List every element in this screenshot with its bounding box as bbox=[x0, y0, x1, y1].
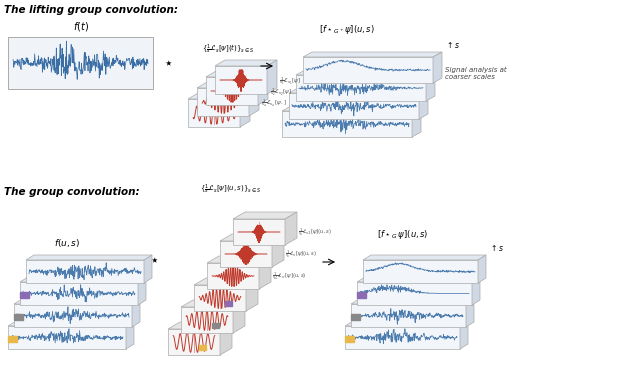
Polygon shape bbox=[240, 93, 250, 127]
Polygon shape bbox=[296, 70, 435, 75]
Text: $\frac{1}{s_{a1}}\mathcal{L}_{s^{\prime}}[\psi](u,s)$: $\frac{1}{s_{a1}}\mathcal{L}_{s^{\prime}… bbox=[272, 270, 307, 282]
Polygon shape bbox=[220, 241, 272, 267]
Polygon shape bbox=[138, 277, 146, 305]
Polygon shape bbox=[303, 57, 433, 83]
Text: $\{\frac{1}{s}\mathcal{L}_s[\psi](u,s)\}_{s\in S}$: $\{\frac{1}{s}\mathcal{L}_s[\psi](u,s)\}… bbox=[200, 182, 262, 196]
Polygon shape bbox=[233, 219, 285, 245]
Polygon shape bbox=[197, 82, 259, 88]
Polygon shape bbox=[233, 300, 245, 333]
Polygon shape bbox=[478, 255, 486, 283]
Text: $[f\star_G\,\psi](u,s)$: $[f\star_G\,\psi](u,s)$ bbox=[377, 228, 428, 241]
Polygon shape bbox=[233, 212, 297, 219]
Polygon shape bbox=[466, 299, 474, 327]
Polygon shape bbox=[351, 304, 466, 327]
Polygon shape bbox=[258, 71, 268, 105]
Polygon shape bbox=[194, 285, 246, 311]
Polygon shape bbox=[289, 93, 419, 119]
Text: $\star$: $\star$ bbox=[149, 251, 159, 266]
Polygon shape bbox=[144, 255, 152, 283]
Polygon shape bbox=[8, 326, 126, 349]
Polygon shape bbox=[267, 60, 277, 94]
Polygon shape bbox=[206, 77, 258, 105]
Bar bbox=[8, 37, 153, 89]
Polygon shape bbox=[433, 52, 442, 83]
Polygon shape bbox=[285, 212, 297, 245]
Polygon shape bbox=[259, 256, 271, 289]
Polygon shape bbox=[181, 307, 233, 333]
Polygon shape bbox=[357, 277, 480, 282]
Text: $\frac{1}{s_a}\mathcal{L}_{s}[\psi](u,s)$: $\frac{1}{s_a}\mathcal{L}_{s}[\psi](u,s)… bbox=[285, 248, 317, 260]
Polygon shape bbox=[345, 326, 460, 349]
Text: $\star$: $\star$ bbox=[163, 55, 173, 69]
Text: $\frac{1}{s_a}\mathcal{L}_{s1}[\psi](u,s)$: $\frac{1}{s_a}\mathcal{L}_{s1}[\psi](u,s… bbox=[298, 226, 332, 238]
Polygon shape bbox=[460, 321, 468, 349]
Polygon shape bbox=[426, 70, 435, 101]
Text: The group convolution:: The group convolution: bbox=[4, 187, 140, 197]
Polygon shape bbox=[363, 260, 478, 283]
Polygon shape bbox=[472, 277, 480, 305]
Bar bbox=[20, 292, 29, 298]
Polygon shape bbox=[351, 299, 474, 304]
Text: $\{\frac{1}{s}\mathcal{L}_s[\psi](t)\}_{s\in S}$: $\{\frac{1}{s}\mathcal{L}_s[\psi](t)\}_{… bbox=[202, 43, 254, 56]
Bar bbox=[14, 314, 23, 320]
Polygon shape bbox=[20, 277, 146, 282]
Bar bbox=[8, 336, 17, 342]
Polygon shape bbox=[206, 71, 268, 77]
Text: The lifting group convolution:: The lifting group convolution: bbox=[4, 5, 178, 15]
Polygon shape bbox=[272, 234, 284, 267]
Polygon shape bbox=[20, 282, 138, 305]
Polygon shape bbox=[220, 234, 284, 241]
Polygon shape bbox=[412, 106, 421, 137]
Polygon shape bbox=[215, 66, 267, 94]
Polygon shape bbox=[168, 322, 232, 329]
Bar bbox=[212, 323, 219, 328]
Polygon shape bbox=[188, 93, 250, 99]
Polygon shape bbox=[181, 300, 245, 307]
Text: $\uparrow s$: $\uparrow s$ bbox=[489, 243, 504, 253]
Text: $\frac{1}{s_\infty}\mathcal{L}_{s_\infty}[\psi.]$: $\frac{1}{s_\infty}\mathcal{L}_{s_\infty… bbox=[261, 97, 287, 109]
Polygon shape bbox=[126, 321, 134, 349]
Text: $\frac{1}{s_2}\mathcal{L}_{s_2}[\psi]$: $\frac{1}{s_2}\mathcal{L}_{s_2}[\psi]$ bbox=[270, 86, 292, 98]
Polygon shape bbox=[215, 60, 277, 66]
Polygon shape bbox=[282, 106, 421, 111]
Polygon shape bbox=[197, 88, 249, 116]
Text: $\uparrow s$: $\uparrow s$ bbox=[445, 40, 460, 50]
Bar bbox=[199, 345, 206, 350]
Polygon shape bbox=[419, 88, 428, 119]
Text: $\frac{1}{s_1}\mathcal{L}_{s_1}[\psi]$: $\frac{1}{s_1}\mathcal{L}_{s_1}[\psi]$ bbox=[279, 75, 301, 87]
Bar bbox=[351, 314, 360, 320]
Polygon shape bbox=[282, 111, 412, 137]
Polygon shape bbox=[207, 263, 259, 289]
Polygon shape bbox=[194, 278, 258, 285]
Polygon shape bbox=[14, 304, 132, 327]
Polygon shape bbox=[168, 329, 220, 355]
Polygon shape bbox=[296, 75, 426, 101]
Text: $f(u, s)$: $f(u, s)$ bbox=[54, 237, 80, 249]
Polygon shape bbox=[357, 282, 472, 305]
Polygon shape bbox=[249, 82, 259, 116]
Polygon shape bbox=[345, 321, 468, 326]
Polygon shape bbox=[207, 256, 271, 263]
Polygon shape bbox=[303, 52, 442, 57]
Bar bbox=[225, 301, 232, 306]
Text: Signal analysis at
coarser scales: Signal analysis at coarser scales bbox=[445, 67, 507, 80]
Polygon shape bbox=[363, 255, 486, 260]
Text: $f(t)$: $f(t)$ bbox=[72, 20, 88, 33]
Polygon shape bbox=[26, 260, 144, 283]
Bar bbox=[357, 292, 366, 298]
Polygon shape bbox=[220, 322, 232, 355]
Polygon shape bbox=[289, 88, 428, 93]
Polygon shape bbox=[132, 299, 140, 327]
Polygon shape bbox=[26, 255, 152, 260]
Polygon shape bbox=[246, 278, 258, 311]
Polygon shape bbox=[188, 99, 240, 127]
Bar bbox=[345, 336, 354, 342]
Text: $[f\star_{G^+}\psi](u,s)$: $[f\star_{G^+}\psi](u,s)$ bbox=[319, 23, 375, 36]
Polygon shape bbox=[14, 299, 140, 304]
Polygon shape bbox=[8, 321, 134, 326]
